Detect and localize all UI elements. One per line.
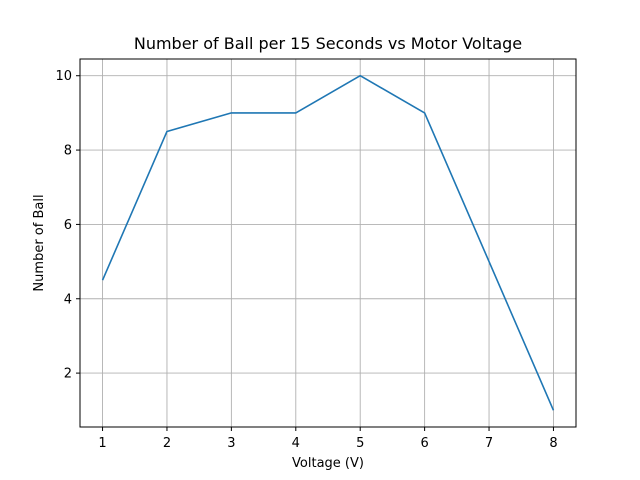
x-tick-label: 3 (227, 436, 235, 451)
x-tick-label: 7 (485, 436, 493, 451)
y-tick-label: 6 (64, 218, 72, 233)
x-tick-label: 2 (163, 436, 171, 451)
y-axis-label: Number of Ball (32, 194, 47, 291)
series-line (101, 74, 555, 411)
y-tick-label: 4 (64, 292, 72, 307)
x-axis-label: Voltage (V) (292, 456, 364, 471)
x-tick-label: 5 (356, 436, 364, 451)
x-tick-label: 8 (549, 436, 557, 451)
y-tick-label: 2 (64, 367, 72, 382)
plot-area-frame (79, 58, 577, 428)
x-tick-label: 1 (98, 436, 106, 451)
x-tick-label: 4 (292, 436, 300, 451)
chart-title: Number of Ball per 15 Seconds vs Motor V… (134, 34, 522, 53)
y-axis-ticks: 2 4 6 8 10 (55, 69, 80, 382)
grid (80, 59, 576, 427)
y-tick-label: 8 (64, 144, 72, 159)
x-axis-ticks: 1 2 3 4 5 6 7 8 (98, 427, 558, 451)
x-tick-label: 6 (420, 436, 428, 451)
y-tick-label: 10 (55, 69, 72, 84)
series-layer (101, 74, 555, 411)
